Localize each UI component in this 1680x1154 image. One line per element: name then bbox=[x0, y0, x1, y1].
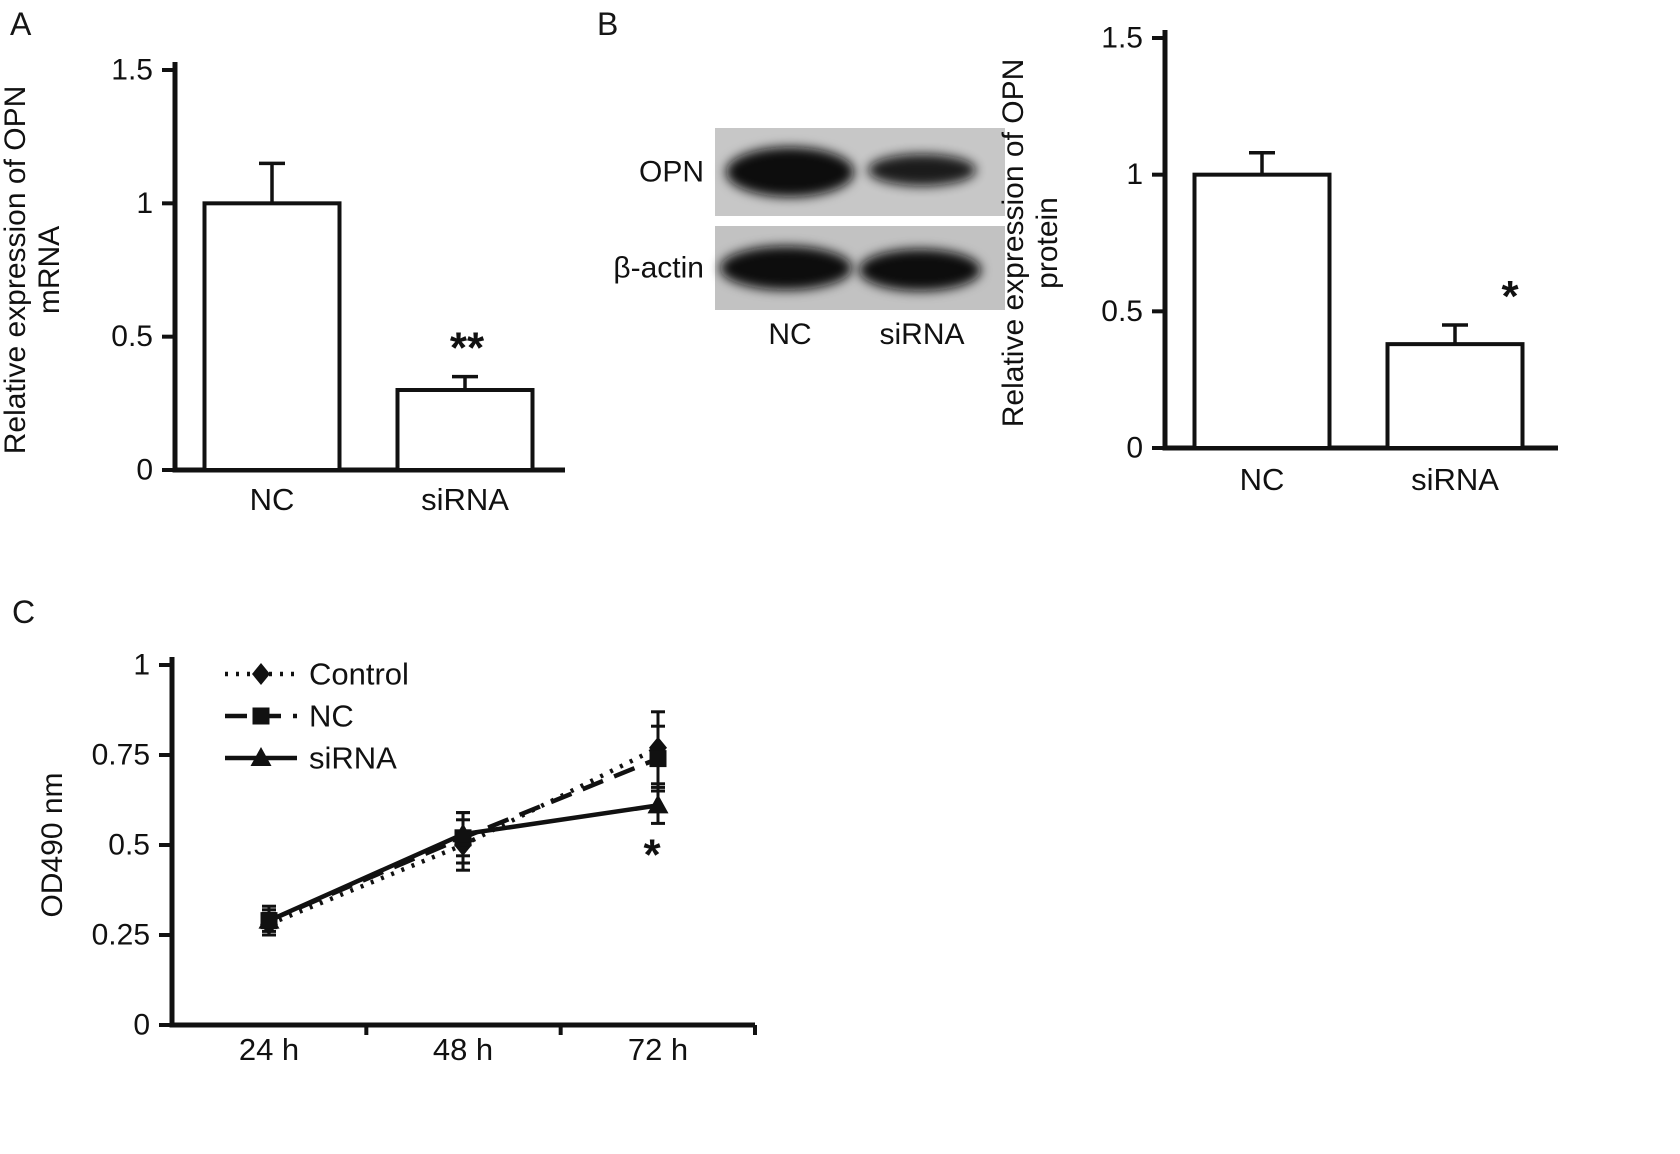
blot-band-siRNA bbox=[859, 249, 981, 291]
blot-band-NC bbox=[720, 246, 852, 290]
y-tick-label: 1.5 bbox=[111, 54, 153, 87]
bar-siRNA bbox=[395, 388, 535, 472]
marker-diamond-Control-legend bbox=[252, 663, 270, 685]
marker-triangle-siRNA-legend bbox=[250, 747, 272, 766]
y-tick-label: 1.5 bbox=[1101, 22, 1143, 55]
y-tick-label: 0 bbox=[1126, 432, 1143, 465]
western-blot-image: OPN β-actin NC siRNA bbox=[600, 110, 1030, 360]
legend-label-Control: Control bbox=[309, 657, 409, 692]
panel-c-label: C bbox=[12, 594, 36, 630]
marker-square-NC bbox=[649, 750, 667, 768]
bar-siRNA bbox=[1385, 342, 1525, 450]
panel-a-label: A bbox=[10, 6, 32, 42]
x-category-label: siRNA bbox=[1411, 462, 1499, 497]
blot-row-label: OPN bbox=[639, 156, 704, 189]
western-blot-svg: OPN β-actin NC siRNA bbox=[613, 128, 1005, 351]
legend-label-siRNA: siRNA bbox=[309, 741, 397, 776]
y-axis-title: Relative expression of OPNprotein bbox=[1000, 59, 1064, 428]
significance-marker: * bbox=[643, 830, 661, 879]
y-tick-label: 1 bbox=[1126, 158, 1143, 191]
x-category-label: NC bbox=[1240, 462, 1285, 497]
marker-triangle-siRNA bbox=[452, 823, 474, 843]
significance-marker: * bbox=[1501, 272, 1519, 321]
panel-a-bar-chart: 0 0.5 1 1.5 Relative expression of OPNmRNA NC… bbox=[0, 0, 590, 545]
y-tick-label: 0.75 bbox=[92, 739, 150, 772]
od490-proliferation-line-svg: 0 0.25 0.5 0.75 1 OD490 nm 24 h 48 h 72 h Control… bbox=[36, 649, 757, 1067]
blot-band-siRNA bbox=[868, 154, 976, 186]
bar-NC bbox=[202, 201, 342, 472]
opn-mrna-bar-svg: 0 0.5 1 1.5 Relative expression of OPNmRNA NC… bbox=[0, 54, 565, 517]
blot-lane-label: NC bbox=[768, 318, 811, 351]
x-category-label: NC bbox=[250, 482, 295, 517]
blot-row-label: β-actin bbox=[613, 252, 704, 285]
y-tick-label: 0.5 bbox=[108, 829, 150, 862]
x-category-label: 48 h bbox=[433, 1032, 493, 1067]
y-axis-title: OD490 nm bbox=[36, 772, 69, 917]
panel-b-label: B bbox=[597, 6, 619, 42]
y-tick-label: 1 bbox=[136, 187, 153, 220]
x-category-label: 72 h bbox=[628, 1032, 688, 1067]
y-tick-label: 1 bbox=[133, 649, 150, 682]
x-category-label: 24 h bbox=[239, 1032, 299, 1067]
y-tick-label: 0.5 bbox=[1101, 295, 1143, 328]
y-tick-label: 0 bbox=[133, 1009, 150, 1042]
panel-c-line-chart: 0 0.25 0.5 0.75 1 OD490 nm 24 h 48 h 72 h Control… bbox=[0, 590, 800, 1154]
marker-square-NC-legend bbox=[252, 707, 270, 725]
y-tick-label: 0 bbox=[136, 454, 153, 487]
blot-band-NC bbox=[726, 147, 854, 197]
blot-lane-label: siRNA bbox=[879, 318, 964, 351]
y-tick-label: 0.25 bbox=[92, 919, 150, 952]
marker-triangle-siRNA bbox=[258, 909, 280, 929]
y-tick-label: 0.5 bbox=[111, 320, 153, 353]
y-axis-title: Relative expression of OPNmRNA bbox=[0, 86, 66, 455]
x-category-label: siRNA bbox=[421, 482, 509, 517]
bar-NC bbox=[1192, 172, 1332, 451]
significance-marker: ** bbox=[450, 324, 485, 373]
panel-b-bar-chart: 0 0.5 1 1.5 Relative expression of OPNprotei… bbox=[1000, 0, 1680, 545]
marker-triangle-siRNA bbox=[647, 794, 669, 814]
legend-label-NC: NC bbox=[309, 699, 354, 734]
opn-protein-bar-svg: 0 0.5 1 1.5 Relative expression of OPNprotei… bbox=[1000, 22, 1558, 497]
